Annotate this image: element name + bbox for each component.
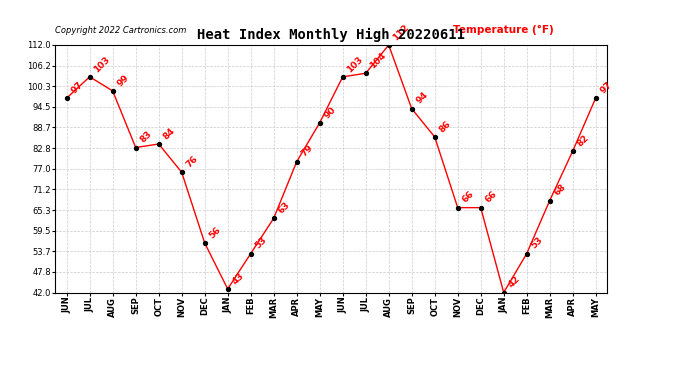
Text: 42: 42 <box>506 274 522 290</box>
Point <box>84 74 95 80</box>
Text: 76: 76 <box>184 154 199 170</box>
Point <box>544 198 555 204</box>
Text: 66: 66 <box>460 190 475 205</box>
Text: 84: 84 <box>161 126 177 141</box>
Text: 97: 97 <box>70 80 85 95</box>
Point <box>222 286 233 292</box>
Point <box>498 290 509 296</box>
Point <box>245 251 256 257</box>
Text: 103: 103 <box>346 54 365 74</box>
Text: 90: 90 <box>322 105 337 120</box>
Point <box>130 144 141 150</box>
Point <box>61 95 72 101</box>
Text: 99: 99 <box>115 73 131 88</box>
Point <box>314 120 325 126</box>
Point <box>291 159 302 165</box>
Point <box>590 95 601 101</box>
Point <box>429 134 440 140</box>
Text: 103: 103 <box>92 54 112 74</box>
Text: Copyright 2022 Cartronics.com: Copyright 2022 Cartronics.com <box>55 26 186 35</box>
Point <box>406 106 417 112</box>
Text: 43: 43 <box>230 271 246 286</box>
Text: 94: 94 <box>415 90 430 106</box>
Text: 82: 82 <box>575 133 591 148</box>
Text: 79: 79 <box>299 144 315 159</box>
Point <box>337 74 348 80</box>
Point <box>107 88 118 94</box>
Point <box>176 169 187 175</box>
Text: 68: 68 <box>553 183 568 198</box>
Text: 97: 97 <box>598 80 614 95</box>
Title: Heat Index Monthly High 20220611: Heat Index Monthly High 20220611 <box>197 28 465 42</box>
Point <box>199 240 210 246</box>
Text: 66: 66 <box>484 190 499 205</box>
Text: 86: 86 <box>437 119 453 134</box>
Text: 83: 83 <box>139 129 154 145</box>
Point <box>360 70 371 76</box>
Point <box>268 215 279 221</box>
Text: 112: 112 <box>391 22 411 42</box>
Text: 104: 104 <box>368 51 388 70</box>
Text: Temperature (°F): Temperature (°F) <box>453 25 553 35</box>
Text: 56: 56 <box>208 225 223 240</box>
Point <box>475 205 486 211</box>
Text: 53: 53 <box>253 236 268 251</box>
Text: 53: 53 <box>529 236 544 251</box>
Text: 63: 63 <box>277 200 292 215</box>
Point <box>383 42 394 48</box>
Point <box>452 205 463 211</box>
Point <box>567 148 578 154</box>
Point <box>521 251 532 257</box>
Point <box>153 141 164 147</box>
